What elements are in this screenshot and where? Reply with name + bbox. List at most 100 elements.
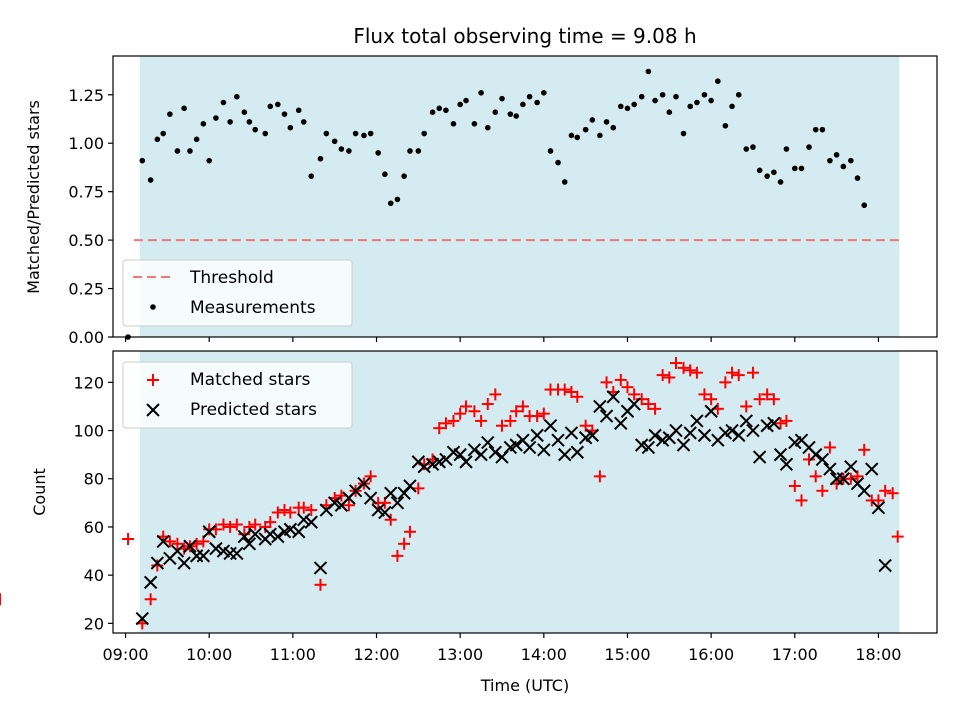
matched-star-point xyxy=(600,376,613,389)
predicted-star-stroke-b xyxy=(417,459,431,474)
chart-title: Flux total observing time = 9.08 h xyxy=(353,24,696,48)
measurement-point xyxy=(638,93,645,100)
measurements-points xyxy=(125,68,868,340)
matched-star-point xyxy=(297,501,310,514)
matched-star-point xyxy=(726,366,739,379)
predicted-star-point xyxy=(481,435,495,450)
x-tick-label: 11:00 xyxy=(270,645,316,664)
measurement-point xyxy=(582,126,589,133)
measurement-point xyxy=(174,148,181,154)
measurement-point xyxy=(401,173,407,179)
predicted-star-point xyxy=(836,472,851,486)
matched-star-point xyxy=(621,381,634,394)
matched-star-point xyxy=(305,504,318,517)
top-legend-box xyxy=(122,259,353,327)
measurement-point xyxy=(610,124,617,131)
predicted-star-stroke-b xyxy=(297,513,311,527)
predicted-star-point xyxy=(570,445,584,459)
predicted-star-stroke-b xyxy=(865,462,879,476)
predicted-star-stroke-b xyxy=(599,409,614,423)
measurement-point xyxy=(450,121,457,127)
predicted-star-point xyxy=(242,537,257,551)
matched-star-point xyxy=(163,535,176,548)
predicted-star-stroke-b xyxy=(836,472,851,486)
matched-star-point xyxy=(264,516,277,529)
matched-star-point xyxy=(677,361,690,374)
predicted-star-point xyxy=(865,462,879,476)
predicted-star-stroke-b xyxy=(732,428,746,443)
predicted-star-point xyxy=(183,539,197,553)
measurement-point xyxy=(139,157,146,164)
predicted-star-stroke-b xyxy=(725,423,739,438)
x-tick-label: 13:00 xyxy=(437,645,483,664)
x-tick-label: 16:00 xyxy=(688,645,734,664)
predicted-star-point xyxy=(313,561,328,575)
predicted-star-stroke-b xyxy=(850,476,865,491)
matched-star-point xyxy=(851,470,864,483)
predicted-star-point xyxy=(641,440,656,455)
y-tick-label: 20 xyxy=(84,614,104,633)
matched-star-point xyxy=(780,414,793,427)
measurement-point xyxy=(300,119,307,125)
predicted-star-stroke-b xyxy=(697,428,712,443)
measurement-point xyxy=(499,95,505,102)
predicted-star-stroke-b xyxy=(488,445,503,459)
predicted-star-stroke-b xyxy=(304,515,318,529)
predicted-star-stroke-b xyxy=(606,390,620,404)
x-tick-label: 15:00 xyxy=(604,645,650,664)
y-tick-label: 120 xyxy=(73,373,104,392)
matched-star-point xyxy=(230,518,243,531)
matched-star-point xyxy=(144,593,157,606)
predicted-star-point xyxy=(196,549,211,563)
y-tick-label: 0.00 xyxy=(68,328,104,347)
predicted-star-point xyxy=(209,541,223,556)
measurement-point xyxy=(275,101,281,108)
y-tick-label: 0.25 xyxy=(68,280,104,299)
predicted-star-stroke-b xyxy=(704,404,718,418)
predicted-star-stroke-b xyxy=(283,522,298,537)
matched-star-point xyxy=(795,494,808,507)
measurement-point xyxy=(267,103,274,110)
measurement-point xyxy=(471,121,478,127)
predicted-star-stroke-b xyxy=(530,428,544,443)
predicted-star-point xyxy=(357,476,371,491)
matched-star-point xyxy=(823,441,836,454)
predicted-star-point xyxy=(599,409,614,423)
measurement-point xyxy=(708,97,714,104)
matched-star-point xyxy=(690,366,703,379)
matched-star-point xyxy=(719,376,732,389)
measurement-point xyxy=(323,130,330,137)
matched-star-point xyxy=(391,549,404,562)
x-tick-label: 18:00 xyxy=(855,645,901,664)
legend-measurements-swatch xyxy=(150,304,156,310)
measurement-point xyxy=(819,126,826,133)
predicted-star-stroke-b xyxy=(676,438,691,452)
predicted-star-point xyxy=(697,428,712,443)
predicted-star-point xyxy=(390,496,405,510)
matched-star-point xyxy=(495,419,508,432)
predicted-star-stroke-b xyxy=(844,459,858,474)
predicted-star-stroke-b xyxy=(390,496,405,510)
predicted-star-point xyxy=(417,459,431,474)
predicted-star-stroke-b xyxy=(242,537,257,551)
predicted-star-point xyxy=(467,443,482,457)
measurement-point xyxy=(421,130,427,137)
predicted-star-stroke-b xyxy=(690,414,704,428)
matched-star-point xyxy=(740,400,753,413)
matched-star-point xyxy=(171,537,184,550)
predicted-star-stroke-b xyxy=(177,556,191,570)
measurement-point xyxy=(187,148,193,154)
measurement-point xyxy=(394,196,401,203)
measurement-point xyxy=(227,119,233,125)
predicted-star-stroke-b xyxy=(878,558,892,573)
predicted-star-stroke-b xyxy=(585,428,600,443)
predicted-star-point xyxy=(543,419,558,433)
predicted-star-point xyxy=(627,397,641,411)
predicted-star-point xyxy=(271,529,285,544)
measurement-point xyxy=(574,134,581,141)
predicted-star-stroke-b xyxy=(808,447,823,462)
matched-star-point xyxy=(698,388,711,401)
x-tick-label: 12:00 xyxy=(353,645,399,664)
measurement-point xyxy=(382,171,388,178)
measurement-point xyxy=(436,105,443,112)
